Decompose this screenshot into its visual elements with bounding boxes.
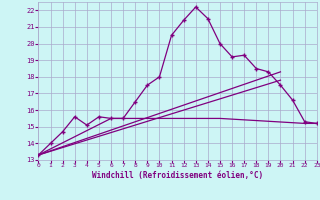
X-axis label: Windchill (Refroidissement éolien,°C): Windchill (Refroidissement éolien,°C) [92, 171, 263, 180]
